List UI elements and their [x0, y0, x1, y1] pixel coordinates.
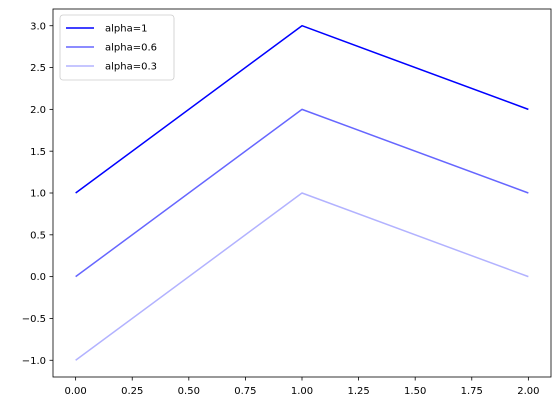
y-axis: −1.0 −0.5 0.0 0.5 1.0 1.5 2.0 2.5 3.0 — [22, 21, 53, 367]
x-tick-label: 1.25 — [347, 386, 369, 397]
x-tick-label: 1.75 — [461, 386, 483, 397]
y-tick-label: 3.0 — [30, 21, 46, 32]
legend-label-3: alpha=0.3 — [105, 62, 157, 73]
y-tick-label: 2.0 — [30, 105, 46, 116]
x-tick-label: 2.00 — [517, 386, 539, 397]
series-line-3 — [75, 192, 529, 361]
legend-box — [59, 14, 175, 81]
legend-label-2: alpha=0.6 — [105, 43, 157, 54]
x-tick-label: 0.00 — [65, 386, 87, 397]
x-tick-label: 0.50 — [178, 386, 200, 397]
legend: alpha=1 alpha=0.6 alpha=0.3 — [59, 14, 175, 81]
y-tick-label: 1.5 — [30, 147, 46, 158]
y-tick-label: 1.0 — [30, 189, 46, 200]
legend-label-1: alpha=1 — [105, 24, 147, 35]
y-tick-label: −0.5 — [22, 314, 46, 325]
x-tick-label: 1.00 — [291, 386, 313, 397]
x-tick-label: 0.25 — [121, 386, 143, 397]
x-tick-label: 1.50 — [404, 386, 426, 397]
y-tick-label: 0.5 — [30, 230, 46, 241]
series-line-2 — [75, 108, 529, 278]
y-tick-label: −1.0 — [22, 356, 46, 367]
x-tick-label: 0.75 — [234, 386, 256, 397]
series-group — [75, 24, 529, 361]
x-axis: 0.00 0.25 0.50 0.75 1.00 1.25 1.50 1.75 2.00 — [65, 377, 539, 397]
series-line-1 — [75, 24, 529, 194]
y-tick-label: 0.0 — [30, 272, 46, 283]
y-tick-label: 2.5 — [30, 63, 46, 74]
